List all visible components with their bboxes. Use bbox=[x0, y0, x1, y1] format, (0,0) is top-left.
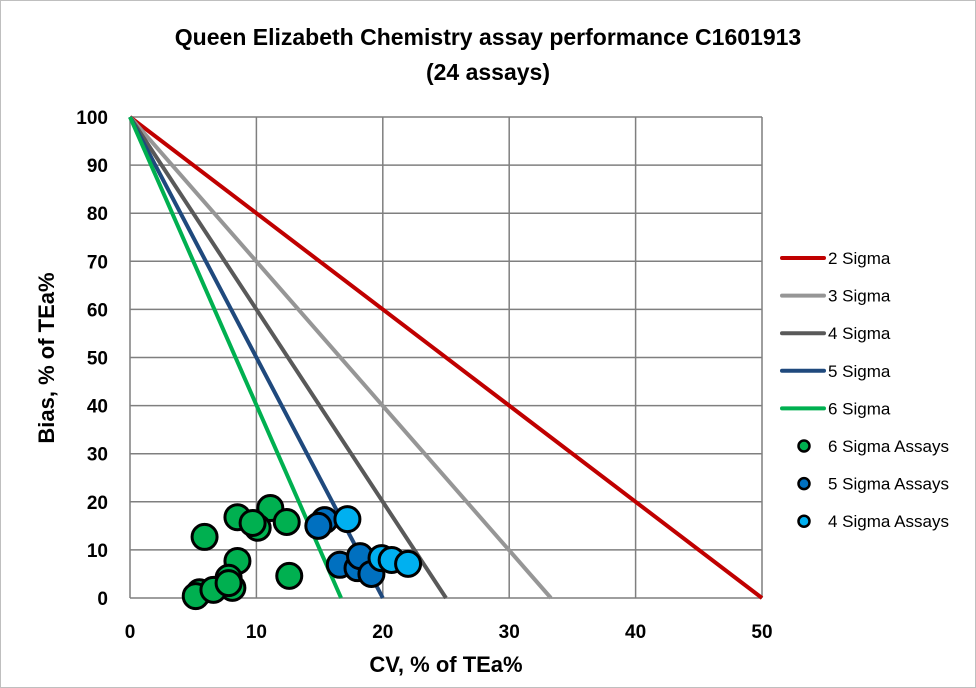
assay-point bbox=[238, 508, 267, 537]
legend-label: 6 Sigma Assays bbox=[828, 437, 949, 456]
assay-point bbox=[275, 561, 304, 590]
y-tick-label: 80 bbox=[87, 204, 108, 225]
sigma-line-3 bbox=[128, 115, 553, 600]
y-tick-label: 30 bbox=[87, 445, 108, 466]
assay-point bbox=[394, 549, 423, 578]
y-tick-label: 0 bbox=[97, 589, 108, 610]
y-tick-label: 60 bbox=[87, 300, 108, 321]
legend-marker-swatch bbox=[797, 476, 811, 491]
y-tick-label: 40 bbox=[87, 397, 108, 418]
legend-marker-swatch bbox=[797, 514, 811, 528]
y-tick-label: 100 bbox=[76, 108, 108, 129]
sigma-line-4 bbox=[128, 115, 448, 600]
sigma-line-2 bbox=[128, 115, 764, 600]
y-tick-label: 20 bbox=[87, 493, 108, 514]
x-tick-label: 40 bbox=[625, 622, 646, 643]
legend-label: 4 Sigma bbox=[828, 324, 891, 343]
assay-point bbox=[333, 505, 362, 534]
legend-label: 6 Sigma bbox=[828, 399, 891, 418]
assay-point bbox=[214, 569, 243, 598]
legend-label: 3 Sigma bbox=[828, 287, 891, 306]
x-tick-label: 0 bbox=[125, 622, 136, 643]
assay-point bbox=[304, 511, 333, 540]
assay-point bbox=[190, 522, 219, 551]
y-axis-label: Bias, % of TEa% bbox=[34, 272, 59, 443]
x-tick-label: 50 bbox=[751, 622, 772, 643]
y-tick-label: 90 bbox=[87, 156, 108, 177]
legend-marker-swatch bbox=[797, 439, 811, 453]
legend-label: 4 Sigma Assays bbox=[828, 512, 949, 531]
y-tick-label: 70 bbox=[87, 252, 108, 273]
x-axis-label: CV, % of TEa% bbox=[369, 652, 522, 677]
legend-label: 5 Sigma bbox=[828, 362, 891, 381]
assay-point bbox=[272, 508, 301, 537]
y-tick-label: 10 bbox=[87, 541, 108, 562]
x-tick-label: 20 bbox=[372, 622, 393, 643]
y-tick-label: 50 bbox=[87, 349, 108, 370]
legend-label: 2 Sigma bbox=[828, 249, 891, 268]
legend-label: 5 Sigma Assays bbox=[828, 475, 949, 494]
x-tick-label: 30 bbox=[499, 622, 520, 643]
sigma-line-6 bbox=[128, 116, 343, 599]
x-tick-label: 10 bbox=[246, 622, 267, 643]
chart-title: Queen Elizabeth Chemistry assay performa… bbox=[175, 24, 801, 50]
chart-subtitle: (24 assays) bbox=[426, 59, 550, 85]
